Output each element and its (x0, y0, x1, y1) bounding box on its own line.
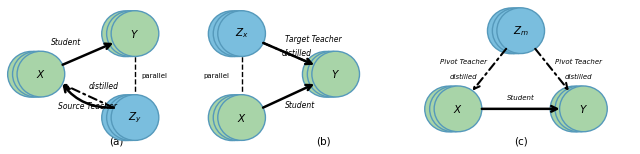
Text: $\mathit{Y}$: $\mathit{Y}$ (331, 68, 340, 80)
Text: Student: Student (51, 38, 81, 47)
Ellipse shape (111, 11, 159, 56)
Ellipse shape (550, 86, 598, 132)
Ellipse shape (102, 11, 149, 57)
Ellipse shape (303, 51, 350, 97)
Text: distilled: distilled (564, 74, 592, 80)
Ellipse shape (107, 95, 154, 140)
Text: Pivot Teacher: Pivot Teacher (555, 59, 602, 65)
Text: $\mathit{X}$: $\mathit{X}$ (453, 103, 463, 115)
Ellipse shape (307, 51, 355, 97)
Ellipse shape (213, 95, 261, 140)
Ellipse shape (111, 95, 159, 140)
Text: $\mathit{Y}$: $\mathit{Y}$ (579, 103, 588, 115)
Text: parallel: parallel (203, 73, 229, 79)
Text: $\mathit{Z}_{m}$: $\mathit{Z}_{m}$ (513, 24, 529, 38)
Ellipse shape (209, 11, 256, 57)
Text: $\mathit{Z}_{y}$: $\mathit{Z}_{y}$ (128, 110, 142, 125)
Ellipse shape (425, 86, 472, 132)
Ellipse shape (107, 11, 154, 57)
Ellipse shape (555, 86, 603, 132)
Ellipse shape (492, 8, 540, 54)
Text: distilled: distilled (282, 49, 312, 58)
Ellipse shape (434, 86, 482, 132)
Text: distilled: distilled (449, 74, 477, 80)
Ellipse shape (559, 86, 607, 132)
Ellipse shape (429, 86, 477, 132)
Ellipse shape (8, 51, 55, 97)
Ellipse shape (218, 11, 266, 56)
Text: Student: Student (507, 95, 534, 101)
Text: Source Teacher: Source Teacher (58, 102, 117, 111)
Text: $\mathit{X}$: $\mathit{X}$ (36, 68, 46, 80)
Text: (c): (c) (514, 136, 527, 146)
Text: (a): (a) (109, 136, 124, 146)
Text: (b): (b) (316, 136, 330, 146)
Text: $\mathit{Y}$: $\mathit{Y}$ (131, 28, 140, 40)
Text: Target Teacher: Target Teacher (285, 35, 342, 44)
Ellipse shape (17, 51, 65, 97)
Text: Pivot Teacher: Pivot Teacher (440, 59, 486, 65)
Ellipse shape (213, 11, 261, 57)
Ellipse shape (312, 51, 360, 97)
Text: distilled: distilled (88, 82, 118, 91)
Ellipse shape (497, 8, 545, 54)
Ellipse shape (488, 8, 535, 54)
Text: parallel: parallel (141, 73, 167, 79)
Ellipse shape (218, 95, 266, 140)
Ellipse shape (102, 95, 149, 141)
Text: $\mathit{Z}_{x}$: $\mathit{Z}_{x}$ (235, 27, 248, 41)
Ellipse shape (209, 95, 256, 141)
Text: $\mathit{X}$: $\mathit{X}$ (237, 111, 246, 124)
Ellipse shape (13, 51, 60, 97)
Text: Student: Student (285, 101, 315, 110)
